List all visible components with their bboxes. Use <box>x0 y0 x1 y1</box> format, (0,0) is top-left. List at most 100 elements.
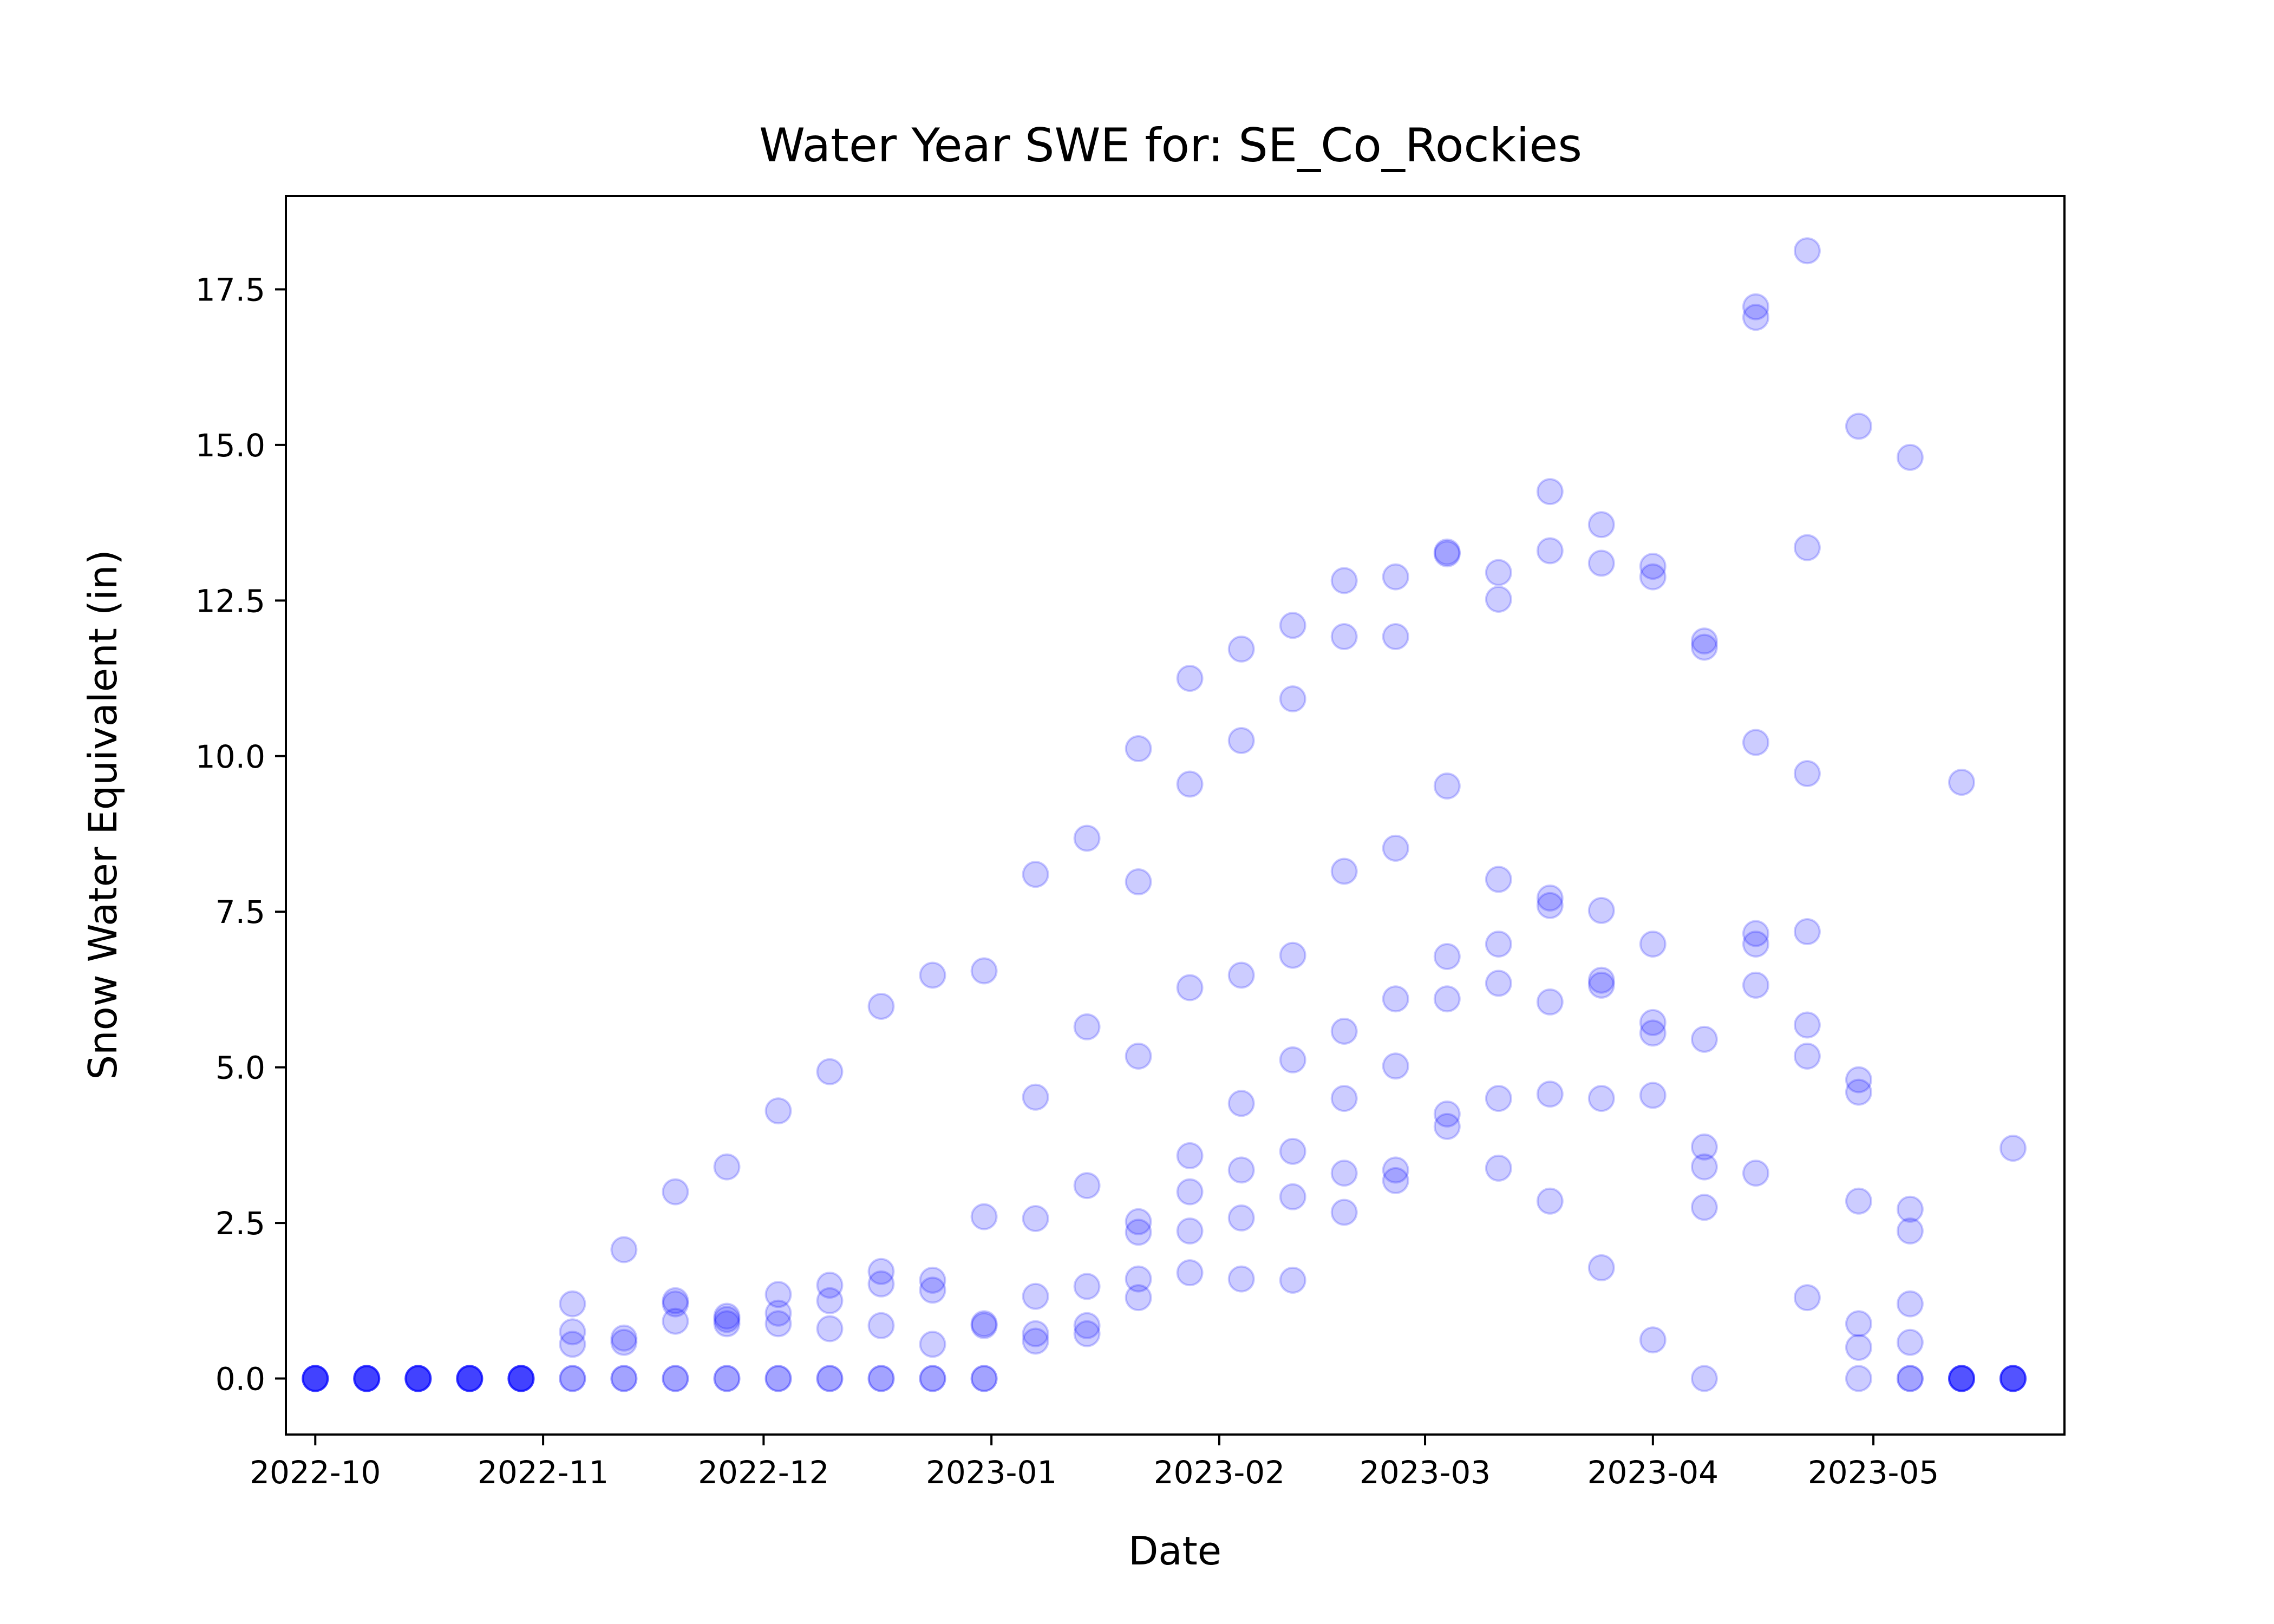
data-point <box>1382 1156 1409 1184</box>
data-point <box>919 1365 946 1392</box>
data-point <box>1330 1160 1358 1187</box>
data-point <box>1176 770 1204 798</box>
data-point <box>1227 636 1255 663</box>
data-point <box>1279 612 1306 639</box>
data-point <box>302 1365 329 1392</box>
data-point <box>1382 1052 1409 1080</box>
data-point <box>1793 1043 1821 1070</box>
data-point <box>1742 293 1769 320</box>
data-point <box>1433 943 1461 970</box>
data-point <box>816 1365 844 1392</box>
data-point <box>1536 884 1564 912</box>
data-point <box>1073 1013 1101 1040</box>
data-point <box>404 1365 432 1392</box>
data-point <box>1587 511 1615 539</box>
data-point <box>302 1365 329 1392</box>
data-point <box>507 1365 535 1392</box>
data-point <box>1999 1365 2027 1392</box>
data-point <box>1896 1328 1924 1356</box>
data-point <box>1587 971 1615 999</box>
data-point <box>919 1331 946 1358</box>
data-point <box>1022 1205 1049 1232</box>
data-point <box>1845 1310 1872 1338</box>
data-point <box>1125 1043 1152 1070</box>
data-point <box>1845 1078 1872 1106</box>
data-point <box>662 1178 689 1206</box>
data-point <box>1227 1204 1255 1232</box>
data-point <box>302 1365 329 1392</box>
y-tick-label: 0.0 <box>215 1361 265 1398</box>
data-point <box>1948 1365 1975 1392</box>
data-point <box>662 1290 689 1318</box>
data-point <box>1433 1112 1461 1140</box>
data-point <box>1176 1217 1204 1245</box>
data-point <box>353 1365 381 1392</box>
x-tick-label: 2022-11 <box>478 1454 609 1491</box>
data-point <box>1690 633 1718 661</box>
data-point <box>610 1324 638 1352</box>
data-point <box>302 1365 329 1392</box>
plot-frame <box>285 195 2066 1436</box>
data-point <box>764 1365 792 1392</box>
data-point <box>1742 920 1769 947</box>
data-point <box>1485 970 1512 997</box>
data-point <box>1176 665 1204 692</box>
data-point <box>559 1318 586 1346</box>
data-point <box>1793 534 1821 561</box>
data-point <box>456 1365 483 1392</box>
data-point <box>1896 1217 1924 1245</box>
data-point <box>1073 1273 1101 1300</box>
data-points <box>302 237 2027 1392</box>
data-point <box>919 1365 946 1392</box>
y-tick-label: 7.5 <box>215 894 265 931</box>
data-point <box>1227 1090 1255 1117</box>
data-point <box>713 1306 741 1333</box>
x-tick-label: 2022-12 <box>698 1454 829 1491</box>
data-point <box>1587 896 1615 924</box>
data-point <box>1227 727 1255 754</box>
data-point <box>970 957 998 985</box>
data-point <box>867 1258 895 1285</box>
data-point <box>1999 1365 2027 1392</box>
data-point <box>610 1365 638 1392</box>
data-point <box>1433 540 1461 568</box>
data-point <box>764 1310 792 1338</box>
data-point <box>867 993 895 1020</box>
data-point <box>1227 961 1255 989</box>
data-point <box>1125 1284 1152 1312</box>
data-point <box>507 1365 535 1392</box>
data-point <box>1073 1312 1101 1339</box>
data-point <box>1279 1046 1306 1073</box>
data-point <box>816 1287 844 1314</box>
data-point <box>1176 1259 1204 1287</box>
data-point <box>764 1299 792 1327</box>
data-point <box>1536 892 1564 919</box>
data-point <box>1896 443 1924 471</box>
y-tick-label: 15.0 <box>195 427 265 464</box>
data-point <box>1536 1081 1564 1108</box>
data-point <box>1690 1153 1718 1181</box>
data-point <box>1022 1327 1049 1355</box>
data-point <box>1176 1142 1204 1169</box>
data-point <box>1587 1085 1615 1112</box>
data-point <box>919 1276 946 1304</box>
data-point <box>713 1365 741 1392</box>
data-point <box>1279 1266 1306 1294</box>
data-point <box>1433 772 1461 800</box>
data-point <box>867 1365 895 1392</box>
data-point <box>970 1365 998 1392</box>
data-point <box>456 1365 483 1392</box>
data-point <box>456 1365 483 1392</box>
data-point <box>507 1365 535 1392</box>
y-tick-label: 10.0 <box>195 738 265 775</box>
data-point <box>867 1365 895 1392</box>
data-point <box>353 1365 381 1392</box>
data-point <box>1073 824 1101 852</box>
data-point <box>1485 866 1512 893</box>
data-point <box>1227 1265 1255 1293</box>
data-point <box>1485 1154 1512 1182</box>
y-tick-label: 17.5 <box>195 271 265 308</box>
data-point <box>353 1365 381 1392</box>
